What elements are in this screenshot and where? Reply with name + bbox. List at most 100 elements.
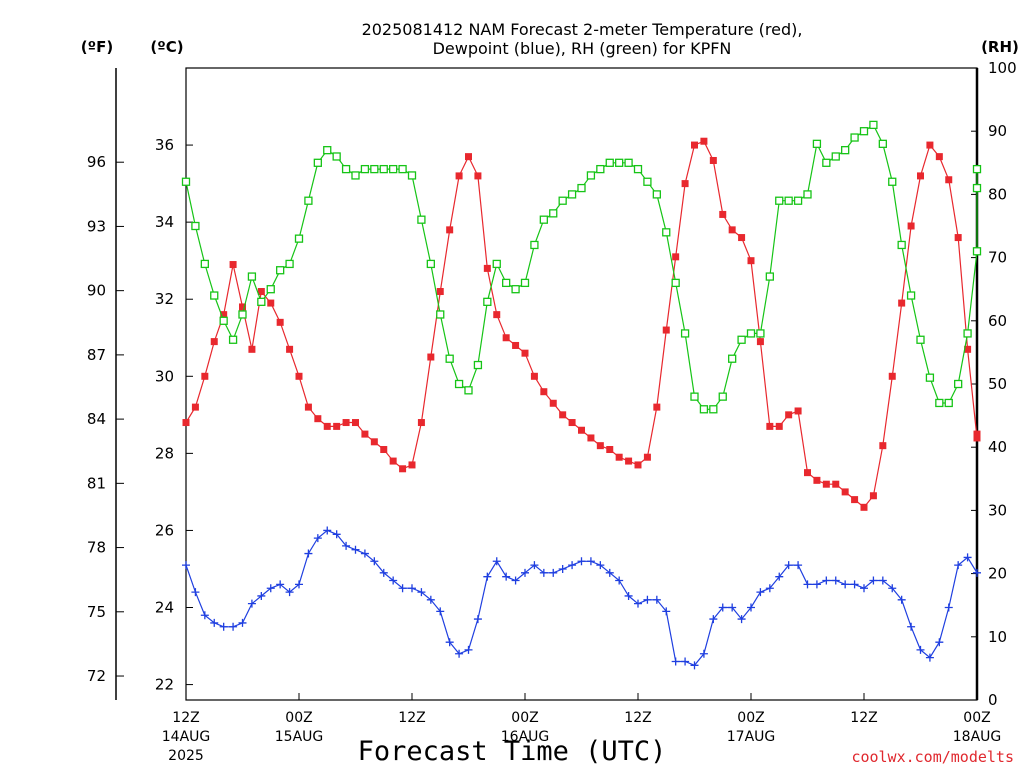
rh-point — [784, 196, 793, 205]
chart-series — [181, 120, 982, 670]
rh-point — [596, 164, 605, 174]
rh-point — [972, 183, 982, 193]
temperature-point — [634, 461, 642, 469]
dewpoint-point — [417, 588, 426, 597]
dewpoint-point — [426, 595, 435, 604]
time-tick-label: 12Z — [624, 710, 651, 726]
dewpoint-point — [210, 618, 219, 627]
rh-point — [775, 196, 784, 205]
dewpoint-point — [436, 607, 445, 616]
rh-point — [436, 310, 445, 319]
temperature-point — [766, 422, 774, 430]
rh-point — [370, 164, 379, 174]
dewpoint-point — [389, 576, 398, 585]
celsius-tick-label: 34 — [155, 213, 174, 231]
dewpoint-point — [860, 584, 868, 593]
time-tick-label: 12Z — [172, 710, 199, 726]
fahrenheit-tick-label: 96 — [87, 153, 106, 171]
rh-point — [869, 120, 878, 130]
rh-point — [304, 196, 313, 205]
dewpoint-point — [869, 576, 878, 585]
rh-point — [294, 234, 304, 243]
dewpoint-point — [662, 607, 671, 616]
rh-point — [247, 272, 257, 281]
rh-point — [558, 196, 567, 205]
dewpoint-point — [530, 561, 539, 570]
rh-point — [699, 405, 709, 414]
temperature-point — [333, 422, 341, 430]
temperature-point — [615, 453, 623, 461]
rh-point — [906, 291, 916, 300]
rh-point — [850, 133, 859, 142]
rh-tick-label: 80 — [988, 185, 1007, 203]
dewpoint-point — [492, 557, 501, 566]
temperature-point — [879, 442, 887, 450]
dewpoint-point — [954, 561, 963, 570]
rh-point — [473, 360, 483, 370]
temperature-point — [964, 345, 972, 353]
rh-point — [257, 297, 266, 306]
rh-point — [417, 215, 426, 224]
dewpoint-point — [803, 580, 812, 589]
rh-series — [181, 120, 982, 414]
temperature-point — [954, 234, 962, 242]
rh-point — [859, 127, 869, 136]
temperature-point — [822, 480, 830, 488]
dewpoint-point — [775, 572, 784, 581]
rh-point — [793, 196, 803, 205]
rh-point — [878, 139, 887, 148]
rh-tick-label: 40 — [988, 438, 1007, 456]
dewpoint-point — [182, 561, 190, 570]
time-tick-label: 12Z — [850, 710, 877, 726]
dewpoint-point — [304, 549, 313, 558]
dewpoint-point — [511, 576, 520, 585]
dewpoint-point — [709, 615, 718, 624]
temperature-point — [738, 234, 746, 242]
rh-point — [680, 329, 690, 338]
time-tick-label: 00Z — [737, 710, 764, 726]
temperature-point — [606, 446, 614, 454]
dewpoint-point — [935, 638, 944, 647]
dewpoint-point — [473, 615, 482, 624]
dewpoint-point — [944, 603, 953, 612]
temperature-point — [888, 372, 896, 380]
fahrenheit-tick-label: 81 — [87, 474, 106, 492]
temperature-point — [596, 442, 604, 450]
dewpoint-point — [191, 588, 200, 597]
dewpoint-point — [624, 591, 633, 600]
temperature-point — [389, 457, 397, 465]
temperature-series — [182, 137, 981, 511]
rh-point — [228, 335, 238, 344]
dewpoint-point — [257, 591, 266, 600]
rh-tick-label: 90 — [988, 122, 1007, 140]
rh-point — [539, 215, 548, 224]
temperature-point — [220, 311, 228, 319]
chart-title-line-1: 2025081412 NAM Forecast 2-meter Temperat… — [362, 20, 803, 39]
rh-point — [483, 297, 492, 306]
dewpoint-point — [219, 622, 228, 631]
rh-tick-label: 60 — [988, 312, 1007, 330]
rh-point — [812, 139, 822, 148]
temperature-point — [521, 349, 529, 357]
rh-point — [643, 177, 652, 186]
rh-point — [389, 164, 398, 174]
temperature-point — [512, 341, 520, 349]
temperature-point — [182, 419, 190, 427]
dewpoint-point — [718, 603, 727, 612]
dewpoint-point — [568, 561, 577, 570]
rh-point — [690, 392, 699, 401]
rh-point — [972, 164, 982, 174]
rh-tick-label: 50 — [988, 375, 1007, 393]
temperature-point — [417, 419, 425, 427]
rh-tick-label: 10 — [988, 628, 1007, 646]
temperature-point — [540, 388, 548, 396]
temperature-point — [380, 446, 388, 454]
rh-point — [407, 171, 417, 180]
rh-point — [916, 335, 925, 344]
dewpoint-point — [398, 584, 407, 593]
temperature-point — [841, 488, 849, 496]
dewpoint-point — [455, 649, 464, 658]
rh-point — [238, 310, 247, 319]
dewpoint-point — [379, 568, 388, 577]
rh-point — [737, 335, 746, 344]
